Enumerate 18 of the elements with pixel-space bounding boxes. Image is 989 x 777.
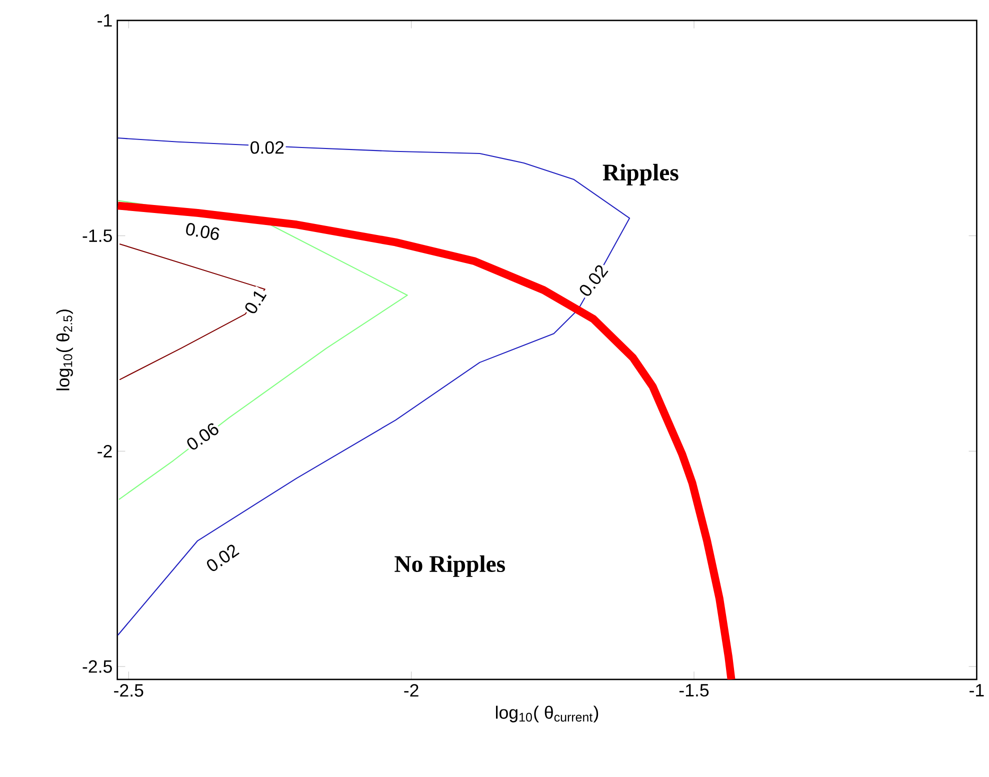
x-tick-label: -2.5 (114, 684, 144, 697)
y-axis-title: log$_{10}$( θ$_{2.5}$) (56, 310, 73, 390)
x-tick-label: -1.5 (679, 684, 709, 697)
annotation: 0.06 (187, 423, 218, 450)
line-series (119, 243, 266, 380)
y-tick-label: -2.5 (82, 660, 112, 673)
annotation: 0.06 (186, 223, 220, 240)
x-axis-title: log$_{10}$( θ$_{current}$) (496, 706, 598, 722)
annotation: 0.02 (250, 141, 284, 154)
annotation: No Ripples (394, 555, 505, 577)
y-tick-label: -1.5 (82, 230, 112, 242)
x-tick-label: -2 (404, 684, 418, 697)
y-tick-label: -1 (98, 14, 112, 27)
annotation: 0.02 (206, 544, 240, 572)
annotation: Ripples (602, 164, 678, 186)
x-tick-label: -1 (970, 684, 984, 696)
annotation: 0.1 (245, 291, 267, 314)
y-tick-label: -2 (98, 444, 112, 458)
